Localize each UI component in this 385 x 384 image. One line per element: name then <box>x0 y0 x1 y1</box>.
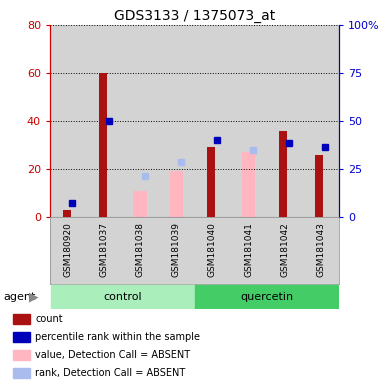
Bar <box>231 25 266 217</box>
Bar <box>169 171 183 217</box>
Text: GSM181039: GSM181039 <box>172 222 181 277</box>
Bar <box>86 25 122 217</box>
Text: value, Detection Call = ABSENT: value, Detection Call = ABSENT <box>35 350 191 360</box>
Text: GSM180920: GSM180920 <box>64 222 73 277</box>
Title: GDS3133 / 1375073_at: GDS3133 / 1375073_at <box>114 8 275 23</box>
Text: GSM181043: GSM181043 <box>316 222 325 277</box>
Bar <box>158 25 194 217</box>
Bar <box>195 285 338 308</box>
Bar <box>99 73 107 217</box>
Bar <box>13 351 30 360</box>
Text: quercetin: quercetin <box>240 291 293 302</box>
Bar <box>194 25 231 217</box>
Bar <box>63 210 70 217</box>
Bar <box>279 131 287 217</box>
Bar <box>13 314 30 324</box>
Text: GSM181037: GSM181037 <box>100 222 109 277</box>
Bar <box>134 190 147 217</box>
Bar <box>13 368 30 378</box>
Bar <box>13 333 30 342</box>
Bar <box>266 25 303 217</box>
Text: GSM181041: GSM181041 <box>244 222 253 277</box>
Bar <box>242 152 255 217</box>
Text: count: count <box>35 314 63 324</box>
Text: GSM181038: GSM181038 <box>136 222 145 277</box>
Text: percentile rank within the sample: percentile rank within the sample <box>35 332 201 342</box>
Text: control: control <box>103 291 142 302</box>
Text: agent: agent <box>4 291 36 302</box>
Text: ▶: ▶ <box>29 290 38 303</box>
Bar <box>207 147 215 217</box>
Bar <box>122 25 158 217</box>
Text: rank, Detection Call = ABSENT: rank, Detection Call = ABSENT <box>35 368 186 378</box>
Bar <box>50 25 86 217</box>
Text: GSM181042: GSM181042 <box>280 222 289 277</box>
Text: GSM181040: GSM181040 <box>208 222 217 277</box>
Bar <box>303 25 339 217</box>
Bar <box>51 285 194 308</box>
Bar <box>315 155 323 217</box>
